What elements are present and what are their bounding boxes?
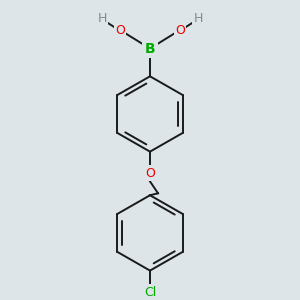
Text: Cl: Cl [144,286,156,299]
Text: H: H [97,12,107,25]
Text: O: O [175,24,185,37]
Text: O: O [145,167,155,180]
Text: B: B [145,42,155,56]
Text: O: O [115,24,125,37]
Text: H: H [193,12,203,25]
